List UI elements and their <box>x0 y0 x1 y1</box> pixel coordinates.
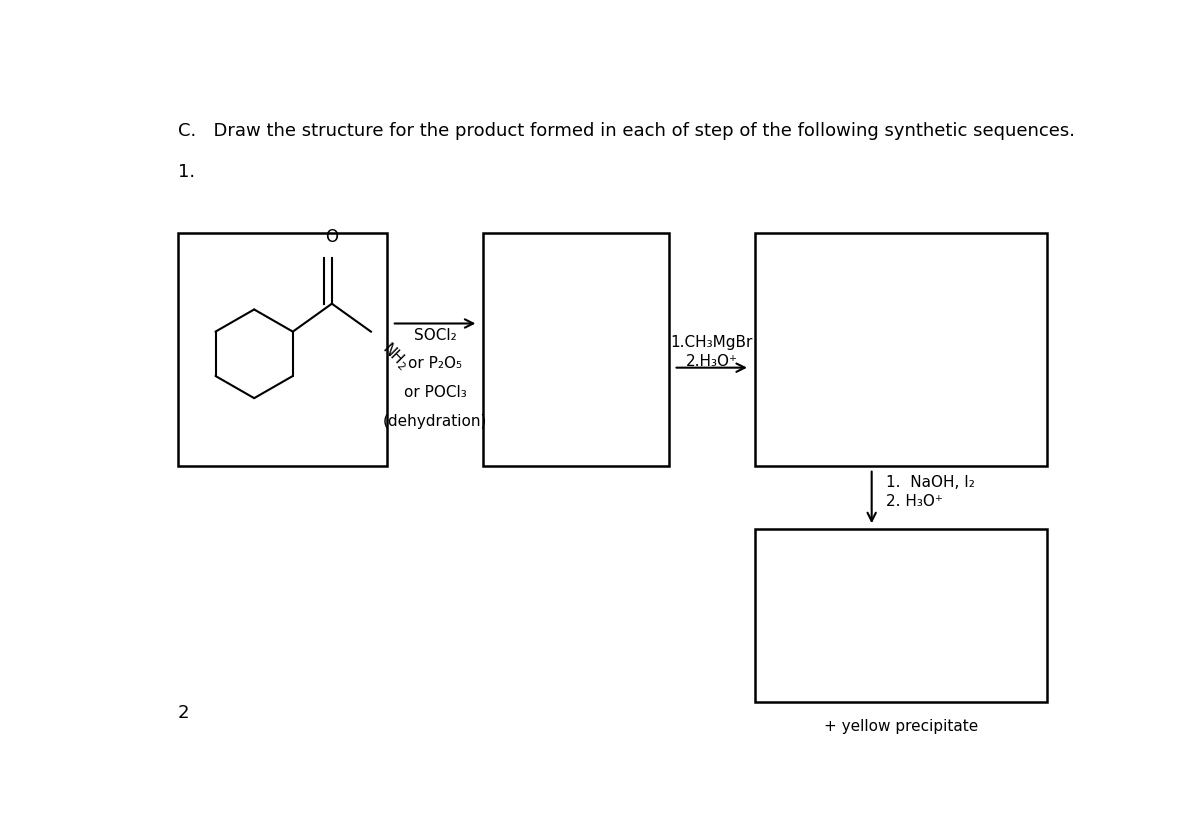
Bar <box>482 233 668 466</box>
Text: O: O <box>325 228 338 246</box>
Text: 2: 2 <box>178 703 190 721</box>
Text: 2.H₃O⁺: 2.H₃O⁺ <box>685 354 738 368</box>
Text: C.   Draw the structure for the product formed in each of step of the following : C. Draw the structure for the product fo… <box>178 122 1075 140</box>
Text: NH$_2$: NH$_2$ <box>378 339 413 373</box>
Bar <box>755 530 1048 702</box>
Text: + yellow precipitate: + yellow precipitate <box>824 718 978 733</box>
Bar <box>755 233 1048 466</box>
Text: 1.CH₃MgBr: 1.CH₃MgBr <box>671 335 752 349</box>
Text: 1.  NaOH, I₂: 1. NaOH, I₂ <box>886 474 974 489</box>
Bar <box>178 233 388 466</box>
Text: (dehydration): (dehydration) <box>383 413 487 428</box>
Text: or P₂O₅: or P₂O₅ <box>408 356 462 371</box>
Text: 1.: 1. <box>178 163 196 181</box>
Text: 2. H₃O⁺: 2. H₃O⁺ <box>886 493 942 508</box>
Text: or POCl₃: or POCl₃ <box>403 385 467 400</box>
Text: SOCl₂: SOCl₂ <box>414 327 456 342</box>
